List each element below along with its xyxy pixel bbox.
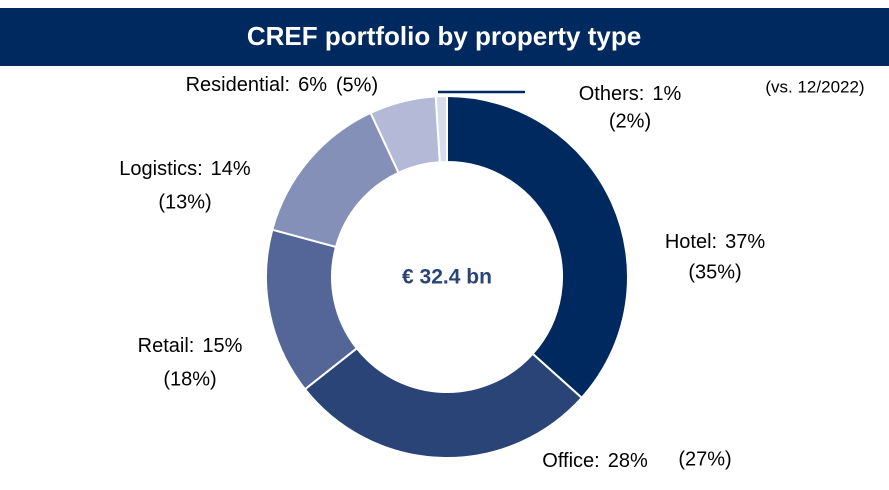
- prior-value-label: (2%): [609, 110, 651, 132]
- value-label: 6%: [298, 74, 327, 96]
- slice-label: Office: 28%: [542, 450, 648, 472]
- prior-value-label: (18%): [163, 368, 216, 390]
- note: (vs. 12/2022): [765, 77, 864, 96]
- value-label: 37%: [725, 231, 765, 253]
- prior-value-label: (35%): [688, 261, 741, 283]
- slice-label: Retail: 15%: [138, 335, 243, 357]
- prior-value-label: (13%): [158, 191, 211, 213]
- prior-value-label: (5%): [336, 74, 378, 96]
- value-label: 28%: [608, 450, 648, 472]
- value-label: 15%: [202, 335, 242, 357]
- slice-label: Hotel: 37%: [665, 231, 765, 253]
- slice-label: Logistics: 14%: [119, 158, 251, 180]
- chart-title: CREF portfolio by property type: [247, 21, 641, 51]
- title-bar: [0, 8, 889, 66]
- donut-slice: [434, 94, 448, 164]
- donut-slice: [446, 94, 629, 400]
- category-label: Retail:: [138, 335, 195, 357]
- category-label: Office:: [542, 450, 599, 472]
- category-label: Hotel:: [665, 231, 717, 253]
- slice-label: Residential: 6%: [186, 74, 328, 96]
- slice-label: Others: 1%: [579, 83, 682, 105]
- center-label: € 32.4 bn: [402, 266, 492, 289]
- prior-value-label: (27%): [678, 448, 731, 470]
- category-label: Logistics:: [119, 158, 202, 180]
- category-label: Residential:: [186, 74, 291, 96]
- donut-slice: [303, 346, 584, 459]
- value-label: 14%: [211, 158, 251, 180]
- category-label: Others:: [579, 83, 645, 105]
- value-label: 1%: [652, 83, 681, 105]
